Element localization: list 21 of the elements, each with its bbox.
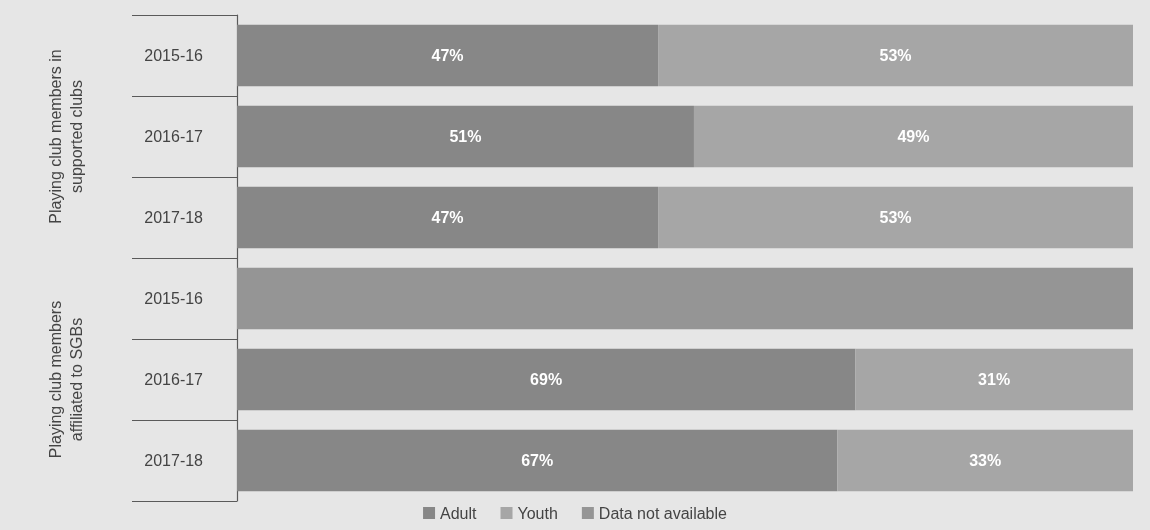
data-label: 53% (879, 47, 912, 64)
y-tick-label: 2015-16 (144, 290, 204, 307)
legend-label: Youth (517, 504, 558, 522)
legend-label: Adult (440, 504, 478, 522)
data-label: 33% (969, 452, 1002, 469)
data-label: 31% (978, 371, 1011, 388)
data-label: 47% (431, 47, 464, 64)
y-axis-title: Playing club members in supported clubs (47, 49, 85, 224)
data-label: 49% (897, 128, 930, 145)
y-tick-label: 2017-18 (144, 209, 204, 226)
legend-label: Data not available (598, 504, 728, 522)
data-label: 69% (530, 371, 563, 388)
y-tick-label: 2016-17 (144, 128, 204, 145)
y-tick-label: 2017-18 (144, 452, 204, 469)
data-label: 47% (431, 209, 464, 226)
data-label: 67% (521, 452, 554, 469)
y-tick-label: 2016-17 (144, 371, 204, 388)
data-label: 53% (879, 209, 912, 226)
y-axis-title: Playing club members affiliated to SGBs (47, 300, 85, 459)
y-tick-label: 2015-16 (144, 47, 204, 64)
data-label: 51% (449, 128, 482, 145)
